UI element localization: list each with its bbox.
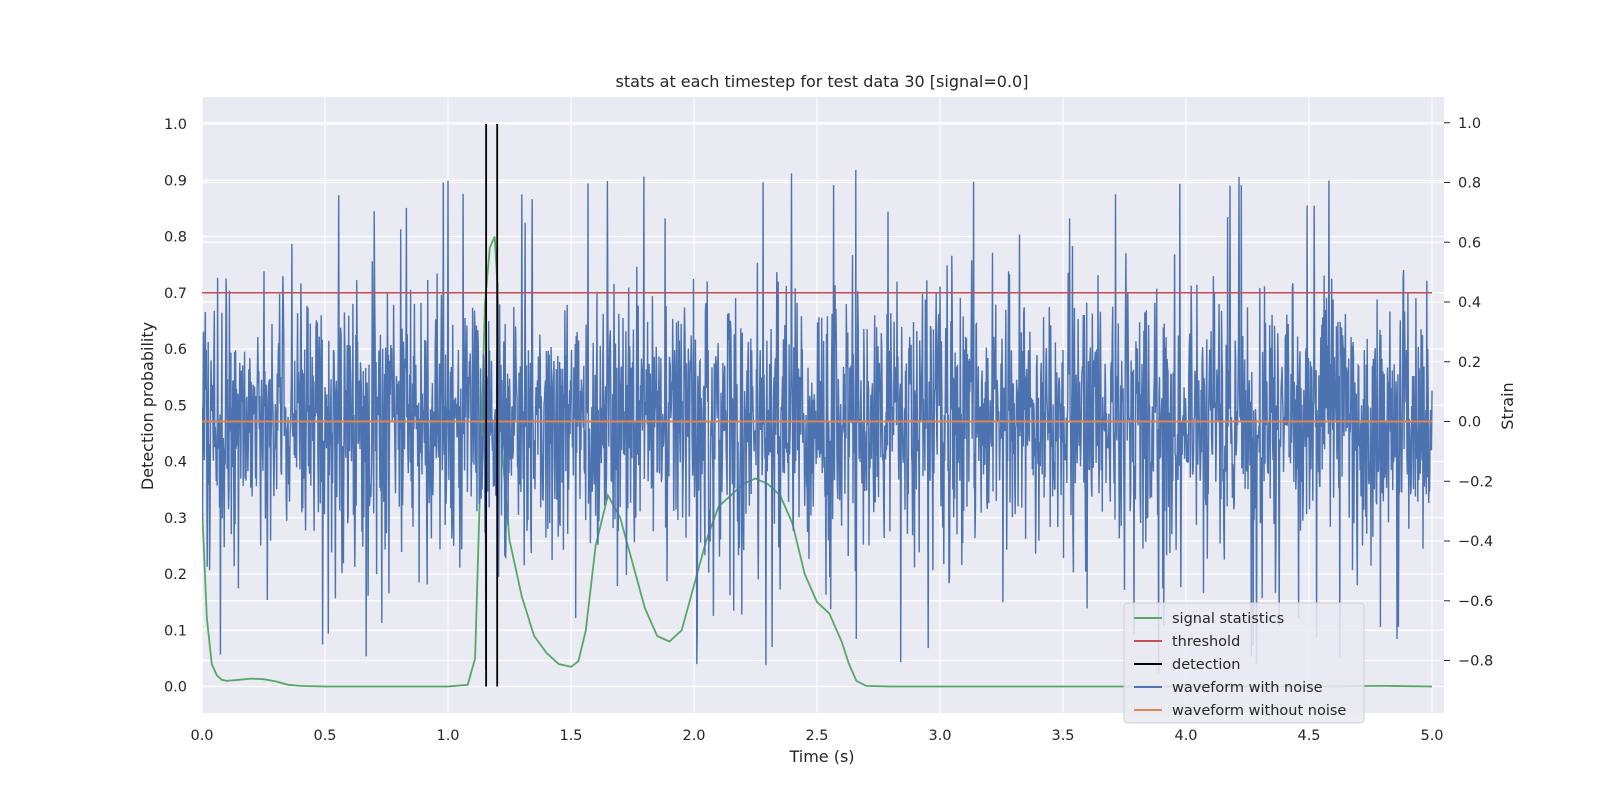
legend-label: signal statistics	[1172, 611, 1284, 627]
x-tick-label: 0.0	[190, 728, 213, 744]
chart-title: stats at each timestep for test data 30 …	[616, 72, 1029, 91]
legend: signal statistics threshold detection wavef…	[1123, 602, 1365, 724]
x-tick-label: 2.5	[805, 728, 828, 744]
signal-statistics-line	[202, 236, 1433, 688]
legend-label: waveform without noise	[1172, 703, 1346, 719]
y-tick-label-left: 0.9	[164, 173, 187, 189]
y-tick-label-right: 1.0	[1458, 116, 1481, 132]
x-tick-label: 4.0	[1174, 728, 1197, 744]
x-tick-label: 3.5	[1051, 728, 1074, 744]
legend-label: detection	[1172, 657, 1240, 673]
x-tick-label: 1.5	[559, 728, 582, 744]
y-axis-label-right: Strain	[1498, 382, 1517, 429]
y-tick-label-right: −0.8	[1458, 654, 1493, 670]
y-tick-label-left: 0.7	[164, 286, 187, 302]
x-tick-label: 5.0	[1420, 728, 1443, 744]
legend-label: threshold	[1172, 634, 1240, 650]
y-tick-label-right: 0.8	[1458, 176, 1481, 192]
legend-label: waveform with noise	[1172, 680, 1323, 696]
waveform-with-noise-line	[202, 169, 1433, 674]
y-tick-label-left: 1.0	[164, 117, 187, 133]
x-tick-label: 3.0	[928, 728, 951, 744]
x-tick-label: 1.0	[436, 728, 459, 744]
y-tick-label-left: 0.0	[164, 680, 187, 696]
y-tick-label-right: 0.4	[1458, 295, 1481, 311]
y-tick-label-left: 0.5	[164, 398, 187, 414]
y-tick-label-left: 0.8	[164, 230, 187, 246]
y-tick-label-right: 0.6	[1458, 235, 1481, 251]
y-tick-label-right: −0.2	[1458, 474, 1493, 490]
legend-box	[1123, 602, 1365, 724]
x-tick-label: 2.0	[682, 728, 705, 744]
y-tick-label-right: 0.0	[1458, 415, 1481, 431]
y-tick-label-right: −0.4	[1458, 534, 1493, 550]
y-tick-label-left: 0.4	[164, 455, 187, 471]
axes-layer: 0.0 0.5 1.0 1.5 2.0 2.5 3.0 3.5 4.0 4.5 5.0 0.0 0.1 0…	[164, 116, 1493, 744]
y-tick-label-left: 0.6	[164, 342, 187, 358]
y-tick-label-left: 0.2	[164, 567, 187, 583]
series-layer	[202, 124, 1433, 688]
x-tick-label: 0.5	[313, 728, 336, 744]
y-tick-label-left: 0.1	[164, 623, 187, 639]
y-tick-label-right: 0.2	[1458, 355, 1481, 371]
y-tick-label-right: −0.6	[1458, 594, 1493, 610]
x-axis-label: Time (s)	[788, 747, 854, 766]
x-tick-label: 4.5	[1297, 728, 1320, 744]
y-axis-label-left: Detection probability	[138, 322, 157, 490]
y-tick-label-left: 0.3	[164, 511, 187, 527]
